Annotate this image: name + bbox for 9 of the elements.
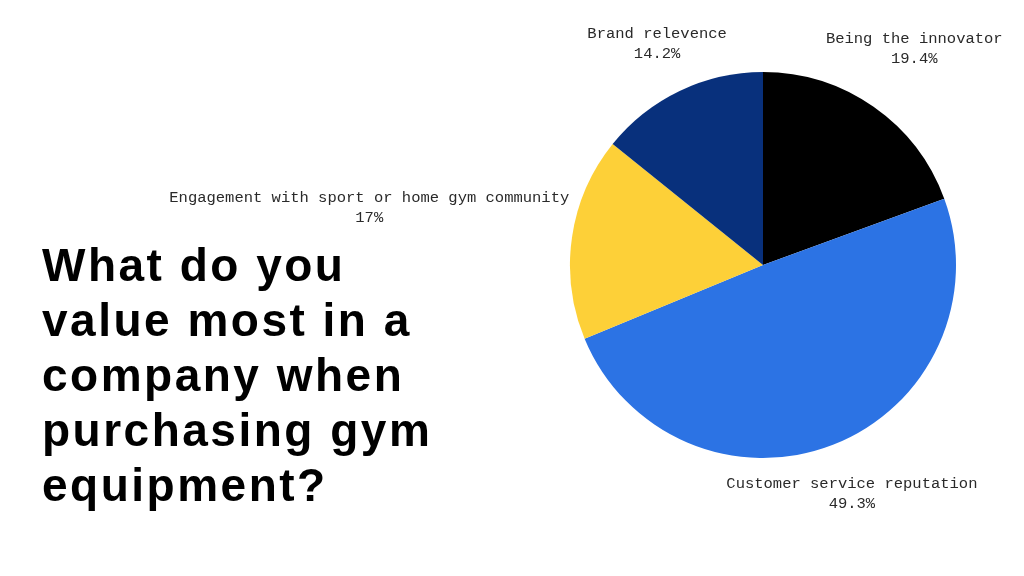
- data-label: 14.2%: [633, 44, 682, 63]
- slice-label: Customer service reputation: [726, 474, 978, 493]
- data-label: 17%: [355, 209, 384, 228]
- slice-label: Being the innovator: [825, 29, 1003, 48]
- slice-label: Engagement with sport or home gym community: [169, 189, 570, 208]
- slice-label: Brand relevence: [587, 24, 727, 43]
- text: What do you value most in a company when purchasing gym equipment?: [42, 238, 434, 513]
- data-label: 49.3%: [828, 494, 876, 513]
- data-label: 19.4%: [891, 49, 939, 68]
